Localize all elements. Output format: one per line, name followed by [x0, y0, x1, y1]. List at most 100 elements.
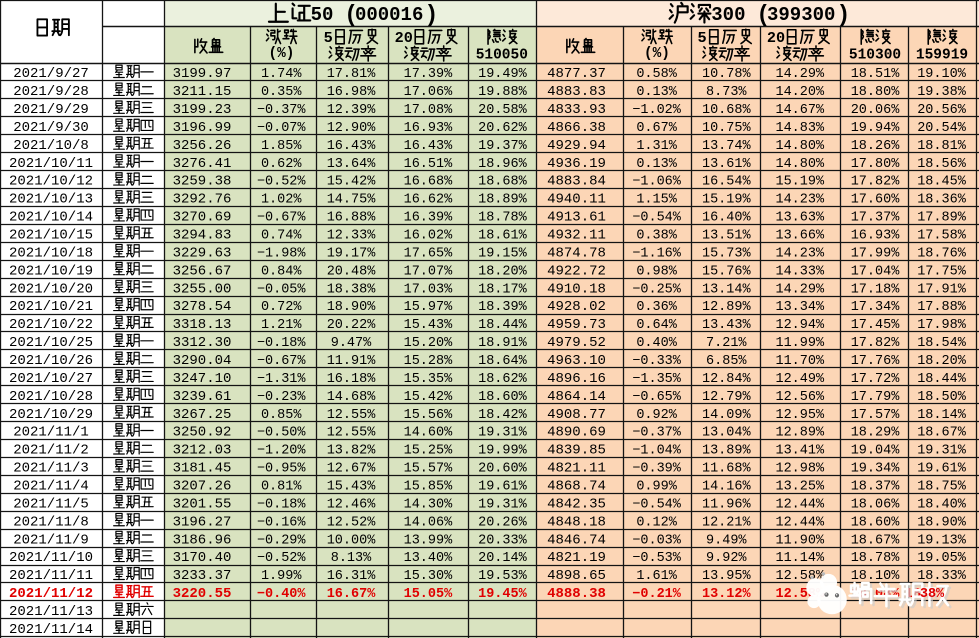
svg-text:16.18%: 16.18% — [327, 372, 377, 387]
svg-text:14.09%: 14.09% — [702, 408, 752, 423]
svg-text:14.80%: 14.80% — [775, 139, 825, 154]
svg-text:−0.67%: −0.67% — [257, 354, 307, 369]
svg-text:−0.53%: −0.53% — [632, 551, 682, 566]
svg-text:2021/9/30: 2021/9/30 — [13, 120, 89, 136]
svg-text:12.95%: 12.95% — [775, 408, 825, 423]
svg-text:20.22%: 20.22% — [327, 318, 377, 333]
svg-text:4898.65: 4898.65 — [547, 568, 606, 584]
svg-text:18.10%: 18.10% — [851, 569, 901, 584]
svg-text:18.60%: 18.60% — [851, 515, 901, 530]
svg-text:3212.03: 3212.03 — [173, 443, 232, 459]
svg-text:4846.74: 4846.74 — [547, 532, 606, 548]
svg-text:(%): (%) — [269, 46, 295, 62]
svg-text:50: 50 — [311, 4, 334, 26]
svg-text:18.38%: 18.38% — [327, 282, 377, 297]
svg-text:0.13%: 0.13% — [636, 85, 677, 100]
svg-text:−0.39%: −0.39% — [632, 462, 682, 477]
svg-text:16.43%: 16.43% — [404, 139, 454, 154]
svg-text:0.92%: 0.92% — [636, 408, 677, 423]
svg-text:16.67%: 16.67% — [327, 587, 377, 602]
svg-text:15.85%: 15.85% — [404, 479, 454, 494]
svg-text:14.23%: 14.23% — [775, 193, 825, 208]
svg-text:19.61%: 19.61% — [478, 479, 528, 494]
svg-text:18.37%: 18.37% — [851, 479, 901, 494]
svg-text:18.33%: 18.33% — [917, 569, 967, 584]
svg-text:17.06%: 17.06% — [404, 85, 454, 100]
svg-text:−1.98%: −1.98% — [257, 246, 307, 261]
svg-text:15.28%: 15.28% — [404, 354, 454, 369]
svg-text:17.57%: 17.57% — [851, 408, 901, 423]
svg-text:0.99%: 0.99% — [636, 479, 677, 494]
svg-text:(: ( — [756, 2, 770, 28]
svg-text:20.54%: 20.54% — [917, 121, 967, 136]
svg-text:18.78%: 18.78% — [851, 551, 901, 566]
svg-text:13.14%: 13.14% — [702, 282, 752, 297]
svg-text:4848.18: 4848.18 — [547, 514, 606, 530]
svg-text:3247.10: 3247.10 — [173, 371, 232, 387]
svg-text:2021/10/19: 2021/10/19 — [9, 263, 93, 279]
svg-text:19.61%: 19.61% — [917, 462, 967, 477]
svg-text:3250.92: 3250.92 — [173, 425, 232, 441]
svg-text:5: 5 — [697, 29, 706, 47]
svg-text:15.19%: 15.19% — [775, 175, 825, 190]
svg-text:399300: 399300 — [767, 4, 835, 26]
svg-text:0.38%: 0.38% — [636, 228, 677, 243]
svg-text:12.89%: 12.89% — [702, 300, 752, 315]
svg-text:18.20%: 18.20% — [917, 354, 967, 369]
svg-text:3239.61: 3239.61 — [173, 389, 232, 405]
svg-text:3186.96: 3186.96 — [173, 532, 232, 548]
svg-text:−1.35%: −1.35% — [632, 372, 682, 387]
svg-text:5: 5 — [324, 29, 333, 47]
svg-text:20.56%: 20.56% — [917, 103, 967, 118]
svg-text:3201.55: 3201.55 — [173, 496, 232, 512]
svg-text:9.92%: 9.92% — [706, 551, 747, 566]
svg-text:17.80%: 17.80% — [851, 157, 901, 172]
svg-text:−0.25%: −0.25% — [632, 282, 682, 297]
svg-text:18.60%: 18.60% — [478, 390, 528, 405]
svg-text:4929.94: 4929.94 — [547, 138, 606, 154]
svg-text:18.68%: 18.68% — [478, 175, 528, 190]
svg-text:0.85%: 0.85% — [261, 408, 302, 423]
svg-text:17.99%: 17.99% — [851, 246, 901, 261]
svg-text:11.68%: 11.68% — [702, 462, 752, 477]
svg-text:9.47%: 9.47% — [331, 336, 372, 351]
svg-text:18.17%: 18.17% — [478, 282, 528, 297]
svg-text:17.98%: 17.98% — [917, 318, 967, 333]
svg-text:0.67%: 0.67% — [636, 121, 677, 136]
svg-text:1.61%: 1.61% — [636, 569, 677, 584]
svg-text:−0.54%: −0.54% — [632, 497, 682, 512]
svg-text:12.46%: 12.46% — [327, 497, 377, 512]
svg-text:−0.21%: −0.21% — [632, 587, 682, 602]
svg-text:16.93%: 16.93% — [404, 121, 454, 136]
svg-text:12.84%: 12.84% — [702, 372, 752, 387]
svg-text:13.82%: 13.82% — [327, 444, 377, 459]
svg-text:0.36%: 0.36% — [636, 300, 677, 315]
svg-text:−1.16%: −1.16% — [632, 246, 682, 261]
svg-text:−0.54%: −0.54% — [632, 211, 682, 226]
svg-text:18.36%: 18.36% — [917, 193, 967, 208]
svg-text:12.52%: 12.52% — [327, 515, 377, 530]
svg-text:15.43%: 15.43% — [327, 479, 377, 494]
svg-text:18.50%: 18.50% — [917, 390, 967, 405]
svg-text:17.82%: 17.82% — [851, 336, 901, 351]
svg-text:3196.27: 3196.27 — [173, 514, 232, 530]
svg-text:1.31%: 1.31% — [636, 139, 677, 154]
svg-text:2021/11/3: 2021/11/3 — [13, 461, 89, 477]
svg-text:000016: 000016 — [355, 4, 423, 26]
svg-text:18.29%: 18.29% — [851, 426, 901, 441]
svg-text:18.51%: 18.51% — [851, 67, 901, 82]
svg-text:3256.26: 3256.26 — [173, 138, 232, 154]
svg-text:0.74%: 0.74% — [261, 228, 302, 243]
svg-text:3270.69: 3270.69 — [173, 210, 232, 226]
svg-text:18.90%: 18.90% — [917, 515, 967, 530]
svg-text:4896.16: 4896.16 — [547, 371, 606, 387]
svg-text:0.84%: 0.84% — [261, 264, 302, 279]
svg-text:17.45%: 17.45% — [851, 318, 901, 333]
svg-text:2021/11/14: 2021/11/14 — [9, 622, 93, 638]
svg-text:10.78%: 10.78% — [702, 67, 752, 82]
svg-text:−0.37%: −0.37% — [632, 426, 682, 441]
svg-text:19.45%: 19.45% — [478, 587, 528, 602]
svg-text:510300: 510300 — [849, 48, 901, 64]
svg-text:1.02%: 1.02% — [261, 193, 302, 208]
svg-text:12.33%: 12.33% — [327, 228, 377, 243]
